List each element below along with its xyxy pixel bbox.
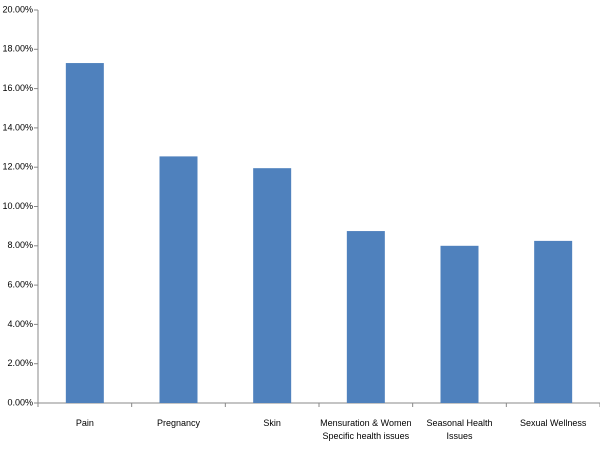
x-tick-label: Mensuration & Women Specific health issu… bbox=[320, 418, 412, 441]
y-tick-label: 18.00% bbox=[2, 44, 33, 54]
y-tick-label: 6.00% bbox=[7, 279, 33, 289]
bar bbox=[534, 240, 573, 403]
y-tick-label: 8.00% bbox=[7, 240, 33, 250]
y-tick-label: 20.00% bbox=[2, 4, 33, 14]
bar bbox=[159, 156, 198, 403]
x-tick-label: Sexual Wellness bbox=[519, 418, 587, 428]
bar bbox=[346, 231, 385, 403]
bar bbox=[253, 168, 292, 403]
x-tick-label: Pain bbox=[75, 418, 94, 428]
x-tick-label: Pregnancy bbox=[156, 418, 200, 428]
y-tick-label: 16.00% bbox=[2, 83, 33, 93]
x-tick-label: Skin bbox=[263, 418, 281, 428]
bar bbox=[65, 63, 104, 404]
y-tick-label: 0.00% bbox=[7, 397, 33, 407]
y-tick-label: 2.00% bbox=[7, 358, 33, 368]
y-tick-label: 4.00% bbox=[7, 319, 33, 329]
y-tick-label: 14.00% bbox=[2, 122, 33, 132]
x-tick-label: Seasonal Health Issues bbox=[426, 418, 493, 441]
bar bbox=[440, 245, 479, 403]
y-tick-label: 10.00% bbox=[2, 201, 33, 211]
y-tick-label: 12.00% bbox=[2, 162, 33, 172]
